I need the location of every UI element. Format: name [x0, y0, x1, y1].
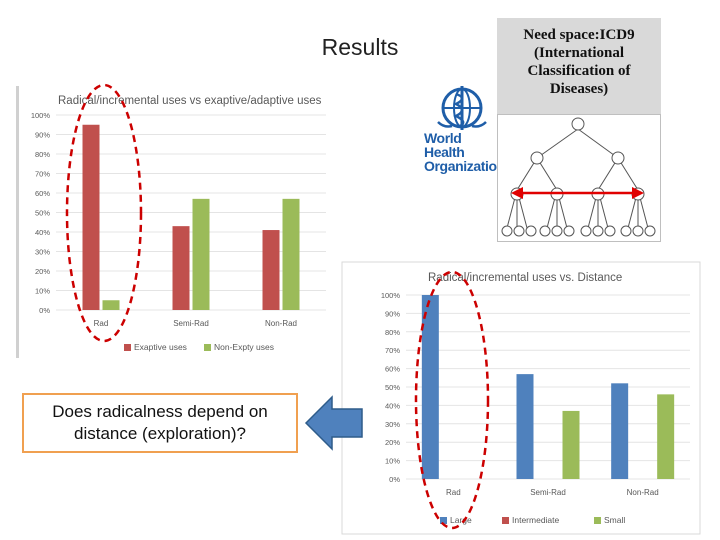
bar-non-rad-0 — [611, 383, 629, 479]
who-logo-icon — [437, 86, 487, 130]
bar-semi-rad-0 — [172, 226, 190, 310]
who-logo-text-line1: World Health — [424, 130, 465, 160]
y-tick-label: 0% — [39, 306, 50, 315]
y-tick-label: 50% — [35, 209, 50, 218]
y-tick-label: 20% — [385, 438, 400, 447]
y-tick-label: 20% — [35, 267, 50, 276]
legend-swatch — [124, 344, 131, 351]
chart-left-border — [16, 86, 19, 358]
bar-semi-rad-2 — [562, 410, 580, 479]
y-tick-label: 60% — [35, 189, 50, 198]
slide-title: Results — [321, 34, 399, 60]
legend-swatch — [502, 517, 509, 524]
y-tick-label: 80% — [35, 150, 50, 159]
chart-radical-vs-distance: Radical/incremental uses vs. Distance 0%… — [341, 261, 701, 535]
legend-label: Small — [604, 515, 625, 525]
y-tick-label: 90% — [35, 131, 50, 140]
bar-rad-1 — [102, 300, 120, 310]
bar-rad-0 — [421, 295, 439, 479]
double-arrow-icon — [511, 187, 644, 199]
legend-label: Intermediate — [512, 515, 560, 525]
legend-label: Non-Expty uses — [214, 342, 274, 352]
bar-non-rad-0 — [262, 230, 280, 310]
x-tick-label: Rad — [94, 319, 109, 328]
question-box: Does radicalness depend on distance (exp… — [22, 393, 298, 453]
bar-semi-rad-1 — [192, 198, 210, 310]
legend-swatch — [440, 517, 447, 524]
bar-semi-rad-0 — [516, 374, 534, 479]
y-tick-label: 40% — [385, 401, 400, 410]
legend-label: Large — [450, 515, 472, 525]
x-tick-label: Semi-Rad — [530, 488, 566, 497]
x-tick-label: Non-Rad — [265, 319, 297, 328]
bar-non-rad-1 — [282, 198, 300, 310]
y-tick-label: 0% — [389, 475, 400, 484]
legend-swatch — [204, 344, 211, 351]
y-tick-label: 80% — [385, 328, 400, 337]
chart-title: Radical/incremental uses vs. Distance — [428, 272, 622, 284]
chart-exaptive-vs-radical: Radical/incremental uses vs exaptive/ada… — [16, 86, 338, 358]
need-space-note: Need space:ICD9 (International Classific… — [497, 18, 661, 114]
left-arrow-icon — [304, 395, 363, 451]
who-logo-text: World Health Organization — [424, 130, 505, 174]
x-tick-label: Rad — [446, 488, 461, 497]
highlight-ellipse-rad-chart2 — [414, 270, 490, 530]
legend-label: Exaptive uses — [134, 342, 187, 352]
who-logo-text-line2: Organization — [424, 158, 505, 174]
y-tick-label: 60% — [385, 365, 400, 374]
y-tick-label: 70% — [35, 170, 50, 179]
y-tick-label: 10% — [385, 457, 400, 466]
y-tick-label: 70% — [385, 346, 400, 355]
y-tick-label: 90% — [385, 309, 400, 318]
highlight-ellipse-rad-chart1 — [65, 83, 143, 343]
y-tick-label: 50% — [385, 383, 400, 392]
x-tick-label: Non-Rad — [627, 488, 659, 497]
legend-swatch — [594, 517, 601, 524]
y-tick-label: 30% — [35, 248, 50, 257]
y-tick-label: 30% — [385, 420, 400, 429]
y-tick-label: 100% — [31, 111, 51, 120]
y-tick-label: 10% — [35, 287, 50, 296]
bar-rad-0 — [82, 124, 100, 310]
y-tick-label: 100% — [381, 291, 401, 300]
x-tick-label: Semi-Rad — [173, 319, 209, 328]
bar-non-rad-2 — [657, 394, 675, 479]
tree-diagram-icon — [497, 114, 661, 242]
y-tick-label: 40% — [35, 228, 50, 237]
